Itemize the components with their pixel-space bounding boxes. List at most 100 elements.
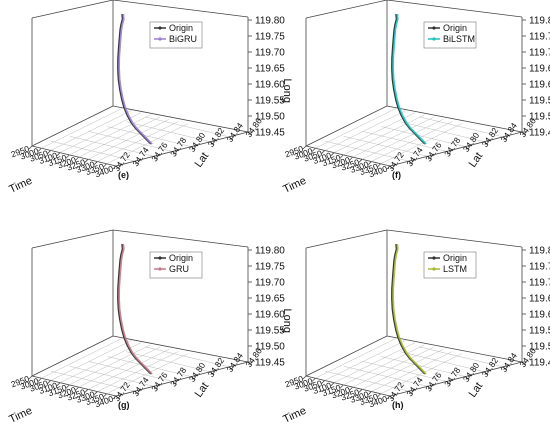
y-tick-label: 34.80 [461, 130, 482, 153]
z-tick-label: 119.60 [529, 310, 550, 321]
z-tick-label: 119.70 [529, 278, 550, 289]
x-tick [377, 163, 381, 168]
legend-marker [158, 37, 162, 41]
y-tick [446, 151, 450, 155]
axis-box [31, 0, 249, 167]
series-line-model [392, 243, 427, 375]
y-tick [134, 160, 139, 165]
x-tick [349, 386, 353, 391]
z-tick-label: 119.80 [529, 246, 550, 257]
legend-marker [432, 37, 436, 41]
x-tick [386, 395, 391, 400]
grid-line [50, 140, 135, 162]
grid-line [343, 366, 428, 387]
y-axis-line [115, 361, 249, 397]
y-tick-label: 34.74 [130, 375, 151, 398]
z-tick-label: 119.65 [255, 64, 285, 75]
x-tick [358, 159, 363, 163]
legend-marker [432, 256, 436, 260]
y-tick [115, 165, 120, 170]
grid-line [324, 140, 409, 162]
z-tick-label: 119.65 [529, 64, 550, 75]
grid-line [145, 116, 230, 138]
axis-edge [305, 335, 388, 377]
z-tick-label: 119.80 [255, 246, 285, 257]
grid-line [419, 116, 504, 138]
y-tick [465, 146, 469, 150]
z-tick-label: 119.80 [529, 16, 550, 27]
grid-line [126, 351, 211, 372]
y-axis-line [115, 131, 249, 167]
grid-line [400, 351, 485, 372]
grid-line [419, 346, 504, 368]
x-tick [84, 159, 89, 163]
grid-line [69, 366, 154, 387]
x-tick [358, 389, 363, 393]
x-tick [47, 380, 51, 384]
grid-line [50, 110, 132, 151]
y-tick [153, 386, 157, 390]
y-tick-label: 34.84 [499, 351, 520, 374]
y-tick-label: 34.80 [187, 360, 208, 383]
z-tick-label: 119.45 [529, 358, 550, 369]
grid-line [343, 114, 425, 156]
y-tick-label: 34.74 [404, 375, 425, 398]
legend-marker [158, 26, 162, 30]
y-axis-title: Lat [467, 380, 486, 399]
grid-line [361, 119, 444, 160]
x-tick [103, 163, 107, 168]
y-tick [228, 366, 233, 371]
panel-label: (h) [392, 400, 404, 410]
legend-box [149, 21, 203, 49]
grid-line [41, 107, 123, 149]
y-tick-label: 34.78 [168, 135, 189, 158]
legend-marker [158, 267, 162, 271]
legend-label: Origin [169, 253, 193, 263]
y-tick [191, 146, 195, 150]
axis-box [305, 0, 523, 167]
legend-label: BiGRU [169, 34, 197, 44]
y-tick [389, 165, 394, 170]
y-tick [247, 361, 252, 366]
legend-marker [432, 267, 436, 271]
x-tick [368, 161, 372, 165]
grid-line [343, 344, 425, 386]
z-tick-label: 119.45 [255, 358, 285, 369]
grid-line [324, 110, 406, 151]
series-line-model [392, 13, 427, 145]
x-tick [312, 147, 316, 152]
x-axis-title: Time [281, 405, 308, 426]
x-axis-title: Time [7, 405, 34, 426]
axis-box [305, 229, 523, 397]
y-tick [408, 390, 413, 395]
y-tick-label: 34.74 [130, 145, 151, 168]
y-tick [115, 395, 120, 400]
legend-box [149, 251, 203, 279]
z-tick-label: 119.75 [255, 262, 285, 273]
floor-grid [41, 107, 230, 165]
x-tick [56, 382, 61, 386]
z-tick-label: 119.70 [529, 48, 550, 59]
grid-line [361, 349, 444, 390]
x-tick [103, 393, 107, 398]
axis-edge [112, 105, 249, 133]
floor-grid [315, 337, 504, 395]
grid-line [69, 344, 151, 386]
y-axis-line [389, 131, 523, 167]
z-tick-label: 119.80 [255, 16, 285, 27]
y-tick [247, 131, 252, 136]
grid-line [362, 131, 447, 152]
grid-line [106, 123, 188, 165]
z-tick-label: 119.55 [529, 326, 550, 337]
legend-marker [158, 256, 162, 260]
y-tick [408, 160, 413, 165]
floor-grid [41, 337, 230, 395]
x-tick [94, 391, 98, 395]
grid-line [352, 116, 434, 158]
z-tick-label: 119.75 [255, 32, 285, 43]
y-tick [502, 136, 507, 141]
z-tick-label: 119.70 [255, 48, 285, 59]
